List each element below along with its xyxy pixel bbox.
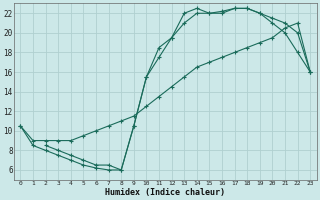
X-axis label: Humidex (Indice chaleur): Humidex (Indice chaleur) [105, 188, 225, 197]
